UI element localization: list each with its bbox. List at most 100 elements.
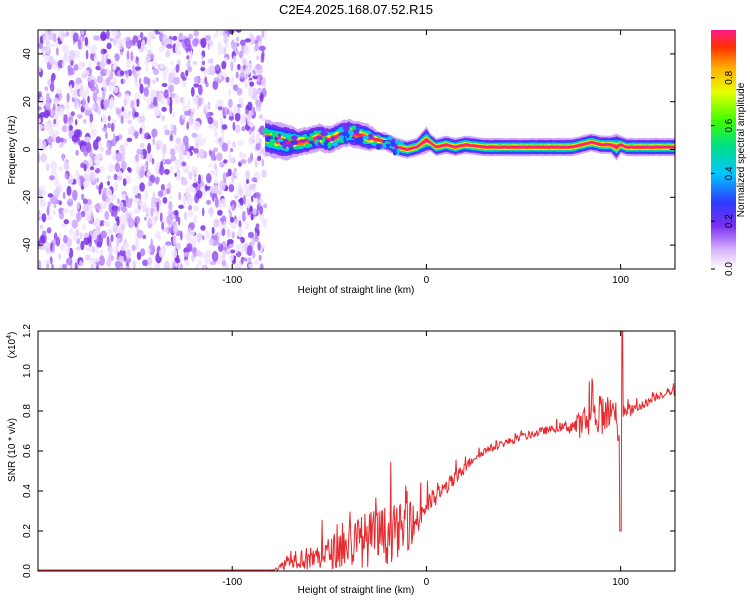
noise-speckle bbox=[111, 155, 116, 160]
noise-speckle bbox=[104, 210, 110, 221]
noise-speckle bbox=[168, 194, 173, 199]
noise-speckle bbox=[214, 177, 218, 186]
colorbar-tick-label: 0.8 bbox=[724, 70, 735, 84]
noise-speckle bbox=[136, 148, 143, 155]
noise-speckle bbox=[164, 129, 171, 136]
noise-speckle bbox=[178, 204, 185, 209]
noise-speckle bbox=[80, 175, 83, 187]
noise-speckle bbox=[81, 73, 88, 79]
noise-speckle bbox=[137, 204, 141, 210]
noise-speckle bbox=[208, 65, 211, 76]
noise-speckle bbox=[228, 98, 233, 109]
noise-speckle bbox=[139, 182, 146, 192]
noise-speckle bbox=[123, 70, 130, 75]
noise-speckle bbox=[184, 141, 189, 152]
noise-speckle bbox=[44, 259, 51, 265]
noise-speckle bbox=[233, 55, 236, 63]
noise-speckle bbox=[193, 30, 200, 37]
noise-speckle bbox=[69, 84, 73, 94]
noise-speckle bbox=[93, 257, 101, 263]
noise-speckle bbox=[172, 112, 176, 119]
noise-speckle bbox=[45, 92, 51, 102]
noise-speckle bbox=[158, 46, 162, 53]
noise-speckle bbox=[185, 69, 189, 77]
noise-speckle bbox=[236, 186, 239, 197]
snr-y-tick: 1.0 bbox=[22, 364, 33, 378]
noise-speckle bbox=[238, 261, 242, 269]
noise-speckle bbox=[156, 201, 160, 212]
noise-speckle bbox=[158, 30, 165, 33]
noise-speckle bbox=[100, 98, 105, 110]
noise-speckle bbox=[172, 35, 178, 41]
noise-speckle bbox=[106, 142, 111, 149]
noise-speckle bbox=[224, 185, 228, 192]
noise-speckle bbox=[123, 215, 128, 225]
noise-speckle bbox=[182, 115, 186, 120]
noise-speckle bbox=[42, 140, 47, 150]
noise-speckle bbox=[143, 95, 147, 101]
noise-speckle bbox=[144, 216, 147, 221]
noise-speckle bbox=[38, 243, 46, 251]
spectrogram-x-tick: 100 bbox=[612, 275, 629, 286]
noise-speckle bbox=[160, 95, 165, 105]
noise-speckle bbox=[201, 207, 205, 217]
noise-speckle bbox=[72, 189, 78, 201]
noise-speckle bbox=[69, 209, 75, 217]
noise-speckle bbox=[151, 90, 158, 97]
noise-speckle bbox=[197, 97, 202, 107]
noise-speckle bbox=[151, 158, 155, 165]
noise-speckle bbox=[205, 230, 209, 239]
noise-speckle bbox=[142, 259, 149, 267]
noise-speckle bbox=[135, 154, 140, 162]
ridge-blob bbox=[316, 135, 323, 141]
noise-speckle bbox=[169, 86, 173, 97]
noise-speckle bbox=[91, 152, 95, 164]
spectrogram-y-tick: 20 bbox=[22, 96, 33, 108]
noise-speckle bbox=[174, 159, 181, 170]
noise-speckle bbox=[118, 201, 124, 209]
noise-speckle bbox=[139, 142, 145, 149]
ridge-blob bbox=[271, 131, 277, 139]
spectrogram-panel: -100 0 100 -40 -20 0 20 40 Height of straight l… bbox=[7, 29, 676, 296]
noise-speckle bbox=[50, 242, 53, 252]
noise-speckle bbox=[170, 123, 175, 130]
noise-speckle bbox=[115, 152, 122, 163]
spectrogram-y-tick: 0 bbox=[22, 146, 33, 152]
noise-speckle bbox=[129, 197, 133, 203]
noise-speckle bbox=[206, 199, 211, 205]
noise-speckle bbox=[106, 236, 110, 247]
noise-speckle bbox=[47, 216, 53, 221]
noise-speckle bbox=[182, 105, 189, 113]
noise-speckle bbox=[136, 60, 140, 67]
noise-speckle bbox=[58, 253, 61, 260]
ridge-blob bbox=[277, 138, 284, 142]
noise-speckle bbox=[259, 45, 266, 51]
noise-speckle bbox=[110, 164, 116, 172]
noise-speckle bbox=[158, 165, 162, 173]
noise-speckle bbox=[140, 166, 145, 176]
noise-speckle bbox=[208, 207, 214, 216]
noise-speckle bbox=[159, 212, 163, 223]
noise-speckle bbox=[46, 205, 50, 216]
noise-speckle bbox=[223, 221, 226, 230]
noise-speckle bbox=[146, 97, 150, 107]
noise-speckle bbox=[154, 176, 160, 185]
noise-speckle bbox=[46, 227, 52, 234]
noise-speckle bbox=[52, 33, 57, 43]
noise-speckle bbox=[188, 205, 193, 211]
noise-speckle bbox=[234, 124, 241, 134]
noise-speckle bbox=[208, 124, 215, 129]
noise-speckle bbox=[93, 35, 100, 41]
noise-speckle bbox=[222, 249, 226, 259]
noise-speckle bbox=[255, 55, 260, 60]
noise-speckle bbox=[44, 56, 50, 64]
ridge-blob bbox=[312, 142, 316, 147]
noise-speckle bbox=[107, 122, 112, 129]
noise-speckle bbox=[220, 75, 225, 82]
noise-speckle bbox=[202, 190, 207, 196]
noise-speckle bbox=[263, 203, 268, 209]
noise-speckle bbox=[134, 72, 138, 83]
noise-speckle bbox=[123, 98, 127, 107]
noise-speckle bbox=[248, 257, 252, 264]
noise-speckle bbox=[50, 160, 57, 172]
